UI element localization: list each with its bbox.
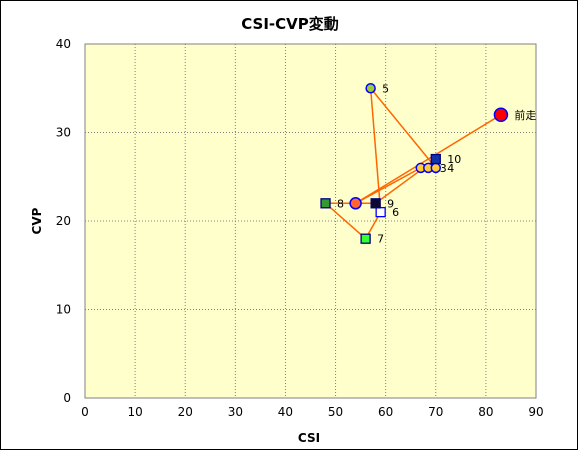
x-tick-label: 50	[328, 405, 343, 419]
grid	[85, 44, 536, 398]
data-point	[365, 83, 376, 94]
y-axis-title: CVP	[30, 207, 44, 234]
data-point	[349, 197, 362, 210]
data-label: 前走	[514, 108, 536, 122]
series-segment	[325, 202, 367, 240]
x-tick-label: 90	[528, 405, 543, 419]
data-point	[493, 107, 509, 123]
data-label: 4	[447, 162, 454, 175]
data-label: 7	[377, 233, 384, 246]
data-label: 10	[447, 153, 461, 166]
data-label: 3	[440, 162, 447, 175]
data-point	[360, 233, 371, 244]
y-tick-label: 30	[56, 126, 71, 140]
y-tick-label: 20	[56, 214, 71, 228]
series-segment	[370, 87, 437, 169]
chart-title: CSI-CVP変動	[241, 15, 339, 33]
point-labels: 前走 3 4 5 6 7 8 9 10	[337, 82, 536, 245]
x-tick-label: 20	[178, 405, 193, 419]
x-tick-label: 70	[428, 405, 443, 419]
x-tick-label: 30	[228, 405, 243, 419]
data-label: 6	[392, 206, 399, 219]
x-tick-label: 0	[81, 405, 89, 419]
data-point	[370, 198, 381, 209]
x-tick-label: 80	[478, 405, 493, 419]
series-segment	[355, 167, 422, 204]
series-segment	[369, 88, 382, 213]
tick-labels: 0 10 20 30 40 50 60 70 80 90 0 10 20 30 40	[56, 37, 544, 419]
x-axis-title: CSI	[298, 431, 320, 445]
x-tick-label: 10	[127, 405, 142, 419]
data-label: 5	[382, 82, 389, 95]
y-tick-label: 10	[56, 303, 71, 317]
data-point	[375, 206, 386, 218]
data-point	[320, 198, 331, 209]
data-label: 8	[337, 197, 344, 210]
y-tick-label: 40	[56, 37, 71, 51]
x-tick-label: 60	[378, 405, 393, 419]
data-label: 9	[387, 197, 394, 210]
x-tick-label: 40	[278, 405, 293, 419]
y-tick-label: 0	[63, 391, 71, 405]
data-points	[320, 83, 509, 244]
data-point	[430, 153, 441, 165]
